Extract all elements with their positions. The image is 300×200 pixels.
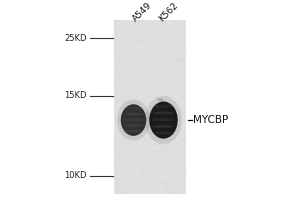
Ellipse shape (154, 132, 173, 135)
Text: 10KD: 10KD (64, 171, 87, 180)
Ellipse shape (145, 96, 182, 144)
Ellipse shape (117, 100, 150, 141)
Ellipse shape (124, 113, 143, 115)
Ellipse shape (125, 107, 142, 110)
Text: 25KD: 25KD (64, 34, 87, 43)
Ellipse shape (152, 118, 176, 121)
Text: 15KD: 15KD (64, 91, 87, 100)
Text: MYCBP: MYCBP (194, 115, 229, 125)
Ellipse shape (154, 105, 173, 108)
Text: A549: A549 (130, 0, 153, 23)
Ellipse shape (158, 98, 164, 101)
Ellipse shape (124, 124, 143, 127)
Ellipse shape (125, 130, 142, 132)
Ellipse shape (149, 101, 178, 139)
Ellipse shape (152, 112, 175, 114)
Ellipse shape (152, 125, 175, 128)
Ellipse shape (121, 104, 146, 136)
Ellipse shape (123, 118, 144, 121)
Bar (114, 20, 186, 194)
Text: K562: K562 (158, 1, 180, 23)
